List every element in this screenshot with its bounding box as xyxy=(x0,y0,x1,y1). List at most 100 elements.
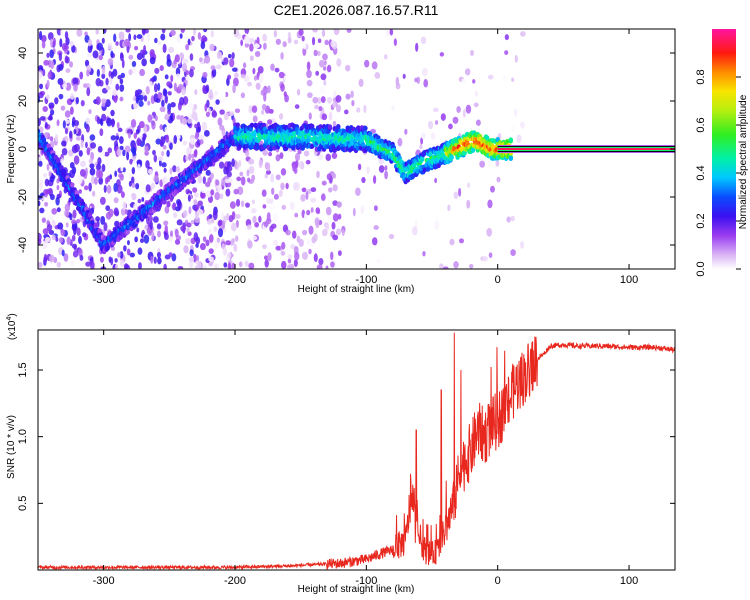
heatmap-cell xyxy=(55,133,59,142)
heatmap-cell xyxy=(434,177,438,184)
heatmap-cell xyxy=(442,266,449,269)
heatmap-cell xyxy=(189,68,194,78)
heatmap-cell xyxy=(301,35,305,42)
heatmap-cell xyxy=(141,58,147,67)
heatmap-cell xyxy=(46,79,50,88)
heatmap-cell xyxy=(137,198,142,204)
heatmap-cell xyxy=(245,202,250,208)
heatmap-cell xyxy=(155,138,162,145)
heatmap-cell xyxy=(60,105,66,111)
heatmap-cell xyxy=(110,50,114,58)
heatmap-cell xyxy=(192,29,197,36)
heatmap-cell xyxy=(63,253,69,262)
heatmap-cell xyxy=(193,103,198,111)
heatmap-cell xyxy=(508,155,514,161)
heatmap-cell xyxy=(126,128,133,135)
heatmap-cell xyxy=(279,152,284,160)
heatmap-cell xyxy=(188,256,195,263)
heatmap-cell xyxy=(239,171,244,177)
heatmap-cell xyxy=(49,49,55,59)
heatmap-cell xyxy=(372,175,377,184)
heatmap-cell xyxy=(249,55,254,62)
chart-title: C2E1.2026.087.16.57.R11 xyxy=(274,2,439,18)
heatmap-cell xyxy=(62,83,68,89)
heatmap-cell xyxy=(69,40,74,47)
heatmap-cell xyxy=(65,82,72,91)
heatmap-cell xyxy=(289,263,295,269)
heatmap-cell xyxy=(195,126,201,133)
heatmap-cell xyxy=(149,220,153,230)
heatmap-cell xyxy=(39,116,46,121)
heatmap-cell xyxy=(60,29,64,36)
heatmap-cell xyxy=(416,76,421,84)
heatmap-cell xyxy=(248,166,255,174)
heatmap-cell xyxy=(305,159,311,165)
heatmap-cell xyxy=(96,163,102,171)
heatmap-cell xyxy=(356,107,361,113)
heatmap-cell xyxy=(520,241,525,249)
heatmap-cell xyxy=(76,175,83,185)
heatmap-cell xyxy=(113,33,117,43)
heatmap-cell xyxy=(294,181,300,191)
heatmap-cell xyxy=(156,251,162,259)
heatmap-cell xyxy=(335,94,342,103)
heatmap-cell xyxy=(95,96,101,106)
heatmap-cell xyxy=(159,124,164,130)
heatmap-cell xyxy=(321,180,327,186)
heatmap-cell xyxy=(209,172,214,180)
heatmap-cell xyxy=(330,261,335,268)
heatmap-cell xyxy=(134,45,139,51)
heatmap-cell xyxy=(164,205,170,214)
heatmap-cell xyxy=(78,248,83,258)
heatmap-cell xyxy=(119,251,124,259)
heatmap-cell xyxy=(508,137,514,143)
heatmap-cell xyxy=(270,173,275,183)
heatmap-cell xyxy=(182,58,189,64)
heatmap-cell xyxy=(248,126,253,132)
heatmap-cell xyxy=(164,74,169,80)
heatmap-cell xyxy=(308,248,312,255)
heatmap-cell xyxy=(85,124,90,133)
heatmap-cell xyxy=(47,32,54,41)
heatmap-cell xyxy=(176,34,181,43)
heatmap-cell xyxy=(373,225,379,230)
heatmap-cell xyxy=(214,90,218,96)
heatmap-cell xyxy=(38,41,42,50)
heatmap-cell xyxy=(306,209,311,216)
heatmap-cell xyxy=(265,162,271,172)
heatmap-cell xyxy=(163,167,167,173)
heatmap-cell xyxy=(42,105,48,113)
y-tick-label: 0 xyxy=(17,146,29,152)
heatmap-cell xyxy=(137,247,143,255)
heatmap-cell xyxy=(210,189,215,196)
heatmap-cell xyxy=(180,225,186,232)
carrier-peak xyxy=(497,148,675,150)
heatmap-cell xyxy=(333,29,340,36)
heatmap-cell xyxy=(224,178,231,184)
heatmap-cell xyxy=(223,57,229,65)
heatmap-cell xyxy=(107,42,113,50)
heatmap-cell xyxy=(183,245,189,254)
heatmap-cell xyxy=(76,218,81,224)
heatmap-cell xyxy=(251,199,255,205)
heatmap-cell xyxy=(38,200,41,207)
heatmap-cell xyxy=(119,78,124,85)
heatmap-cell xyxy=(467,182,471,188)
heatmap-cell xyxy=(38,261,43,268)
heatmap-cell xyxy=(88,158,94,164)
heatmap-cell xyxy=(73,245,77,251)
heatmap-cell xyxy=(135,128,140,135)
heatmap-cell xyxy=(39,182,43,192)
heatmap-cell xyxy=(506,216,511,223)
heatmap-cell xyxy=(202,223,207,230)
heatmap-cell xyxy=(171,253,177,262)
heatmap-cell xyxy=(138,262,142,269)
heatmap-cell xyxy=(168,46,175,54)
heatmap-cell xyxy=(391,105,395,111)
heatmap-cell xyxy=(262,149,269,156)
heatmap-cell xyxy=(108,208,114,218)
heatmap-cell xyxy=(205,169,211,176)
heatmap-cell xyxy=(174,54,180,63)
colorbar-label: Normalized spectral amplitude xyxy=(738,94,749,229)
x-tick-label: -300 xyxy=(93,575,115,587)
